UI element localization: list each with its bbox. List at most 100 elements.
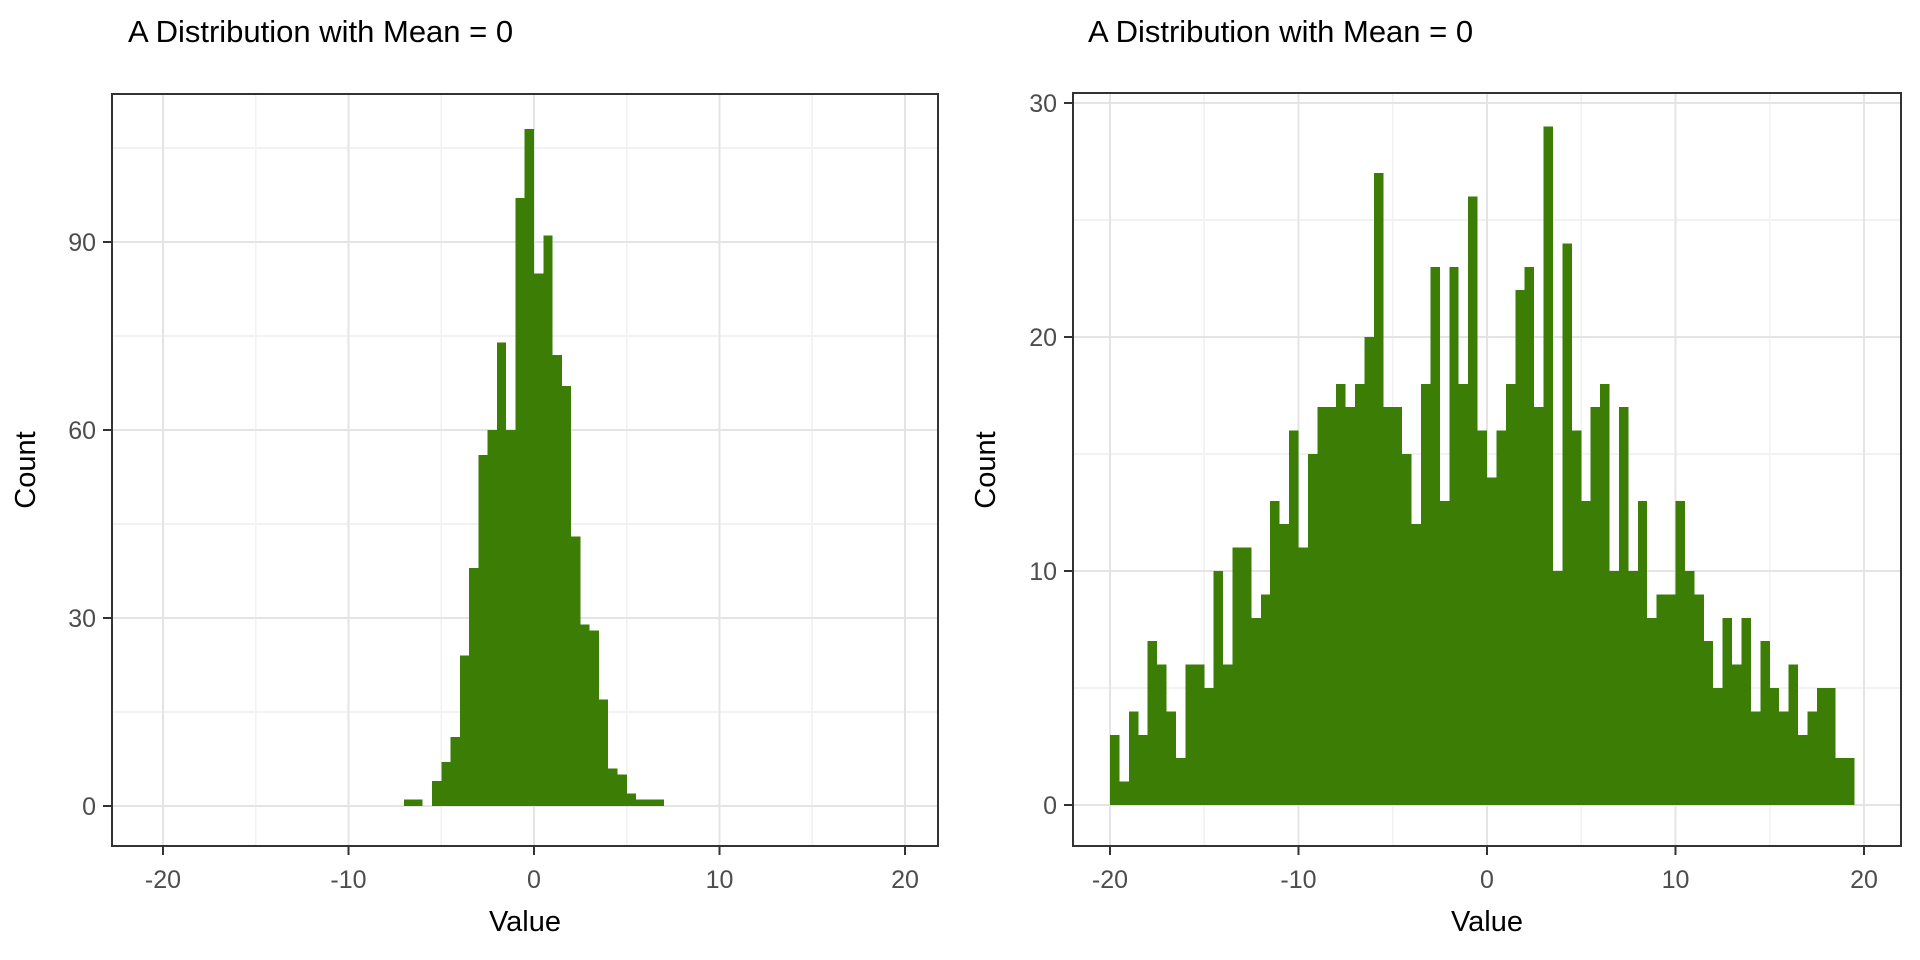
- histogram-bar: [524, 129, 534, 806]
- histogram-bar: [1741, 617, 1751, 805]
- histogram-bar: [1204, 688, 1214, 805]
- histogram-bar: [1402, 454, 1412, 805]
- histogram-bar: [450, 737, 460, 806]
- x-tick-label: -20: [145, 866, 181, 894]
- histogram-bar: [1694, 594, 1704, 805]
- histogram-bar: [1260, 594, 1271, 805]
- histogram-bar: [1326, 407, 1337, 805]
- x-tick-label: 10: [706, 866, 734, 894]
- histogram-bar: [571, 536, 581, 806]
- histogram-plot-left: -20 -10 0 10 20 0 30 60 90: [68, 92, 940, 894]
- histogram-bar: [617, 774, 627, 806]
- y-tick-label: 0: [82, 793, 96, 821]
- histogram-bar: [1223, 664, 1233, 805]
- y-tick-label: 10: [1029, 558, 1057, 586]
- panel-border: [110, 92, 940, 848]
- histogram-bar: [1147, 641, 1158, 805]
- histogram-bar: [1760, 641, 1770, 805]
- histogram-bar: [1345, 407, 1356, 805]
- histogram-bar: [459, 655, 470, 806]
- axis-tick-labels: -20 -10 0 10 20 0 10 20 30: [1029, 90, 1878, 894]
- histogram-bar: [1185, 664, 1195, 805]
- histogram-bar: [1722, 617, 1733, 805]
- y-tick-label: 90: [68, 229, 96, 257]
- histogram-bars: [1110, 126, 1855, 806]
- y-tick-label: 30: [1029, 90, 1057, 118]
- histogram-bar: [1571, 430, 1582, 805]
- histogram-bar: [404, 799, 414, 806]
- histogram-bar: [1364, 337, 1374, 805]
- histogram-bar: [1270, 500, 1280, 805]
- histogram-bar: [589, 630, 599, 806]
- histogram-bar: [478, 455, 488, 806]
- histogram-bar: [1496, 430, 1506, 805]
- histogram-bar: [543, 235, 553, 807]
- histogram-bar: [580, 624, 590, 806]
- histogram-bar: [431, 780, 442, 806]
- histogram-bar: [1788, 664, 1799, 805]
- histogram-bar: [1336, 383, 1346, 805]
- histogram-bar: [1600, 383, 1610, 805]
- histogram-bar: [1656, 594, 1667, 805]
- histogram-bar: [1307, 454, 1318, 805]
- histogram-bar: [1110, 734, 1120, 805]
- histogram-bar: [506, 429, 516, 806]
- histogram-bar: [1543, 126, 1553, 805]
- histogram-bar: [515, 198, 525, 806]
- histogram-bar: [608, 768, 618, 806]
- axis-tick-labels: -20 -10 0 10 20 0 30 60 90: [68, 229, 919, 894]
- x-tick-label: 20: [891, 866, 919, 894]
- histogram-bar: [1515, 290, 1525, 805]
- histogram-bar: [1703, 641, 1714, 805]
- histogram-bar: [1750, 711, 1761, 805]
- histogram-bar: [1826, 688, 1836, 805]
- histogram-bar: [626, 793, 637, 806]
- histogram-bar: [1807, 711, 1817, 805]
- histogram-plot-right: -20 -10 0 10 20 0 10 20 30: [1029, 90, 1903, 894]
- histogram-bar: [1779, 711, 1789, 805]
- histogram-bar: [1524, 266, 1535, 805]
- histogram-bar: [1552, 571, 1563, 805]
- histogram-bar: [1449, 266, 1459, 805]
- histogram-bar: [1128, 711, 1139, 805]
- histogram-bar: [1194, 664, 1205, 805]
- x-axis-title-right: Value: [1450, 906, 1524, 938]
- histogram-bar: [1355, 383, 1365, 805]
- y-tick-label: 30: [68, 605, 96, 633]
- histogram-bar: [1505, 383, 1516, 805]
- x-tick-label: 0: [527, 866, 541, 894]
- x-tick-label: -20: [1092, 866, 1128, 894]
- x-tick-label: 10: [1662, 866, 1690, 894]
- chart-title-right: A Distribution with Mean = 0: [1088, 14, 1474, 49]
- histogram-bar: [636, 799, 646, 806]
- histogram-bar: [1684, 571, 1695, 805]
- histogram-bar: [1373, 173, 1384, 805]
- histogram-bar: [1590, 407, 1601, 805]
- histogram-bar: [645, 799, 655, 806]
- axis-ticks: [1064, 101, 1866, 855]
- histogram-bar: [1458, 383, 1469, 805]
- histogram-bar: [1421, 383, 1431, 805]
- histogram-bar: [441, 762, 451, 806]
- histogram-bar: [1562, 243, 1572, 805]
- axis-ticks: [103, 240, 907, 855]
- histogram-bar: [1647, 617, 1657, 805]
- histogram-bar: [1251, 617, 1261, 805]
- histogram-bar: [1317, 407, 1327, 805]
- histogram-bar: [1175, 758, 1186, 805]
- histogram-bar: [1628, 571, 1638, 805]
- histogram-bar: [1241, 547, 1252, 805]
- histogram-bar: [1798, 734, 1808, 805]
- histogram-bar: [1279, 524, 1290, 805]
- histogram-bar: [1392, 407, 1403, 805]
- histogram-bar: [1439, 500, 1450, 805]
- histogram-bar: [654, 799, 664, 806]
- histogram-bar: [1675, 500, 1685, 805]
- histogram-bars: [404, 129, 664, 807]
- histogram-bar: [598, 699, 609, 806]
- histogram-bar: [561, 386, 572, 806]
- histogram-bar: [1732, 664, 1742, 805]
- histogram-bar: [1581, 500, 1591, 805]
- histogram-bar: [1119, 781, 1129, 805]
